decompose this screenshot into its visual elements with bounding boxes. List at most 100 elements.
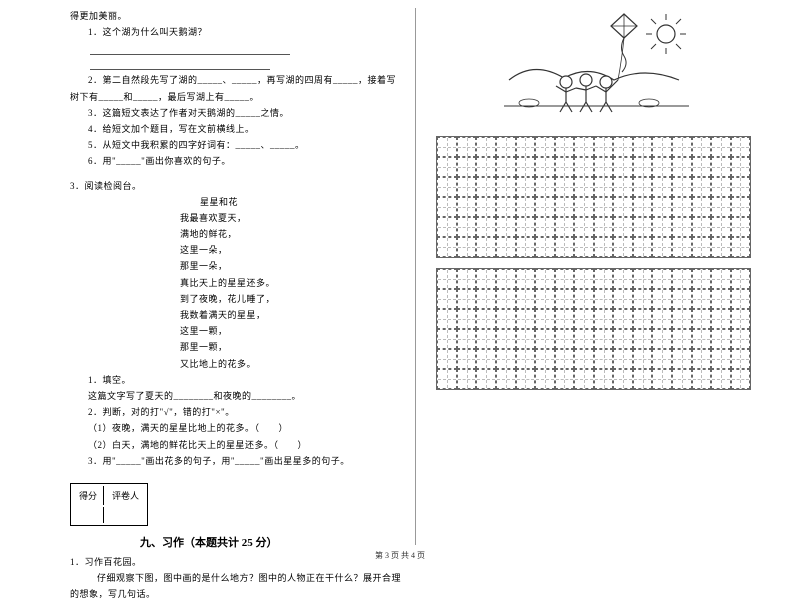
grid-cell [672,197,692,217]
grid-cell [692,289,712,309]
grid-cell [555,309,575,329]
grid-cell [652,157,672,177]
sub-q1-line3: （1）夜晚，满天的星星比地上的花多。（ ） [70,420,403,436]
grid-cell [672,157,692,177]
grid-cell [516,349,536,369]
grid-cell [594,157,614,177]
grid-cell [574,137,594,157]
grid-cell [594,269,614,289]
grid-cell [574,197,594,217]
grid-cell [555,157,575,177]
grid-cell [437,369,457,389]
grid-cell [496,329,516,349]
grid-cell [711,157,731,177]
grid-cell [555,177,575,197]
section-9-title: 九、习作（本题共计 25 分） [140,534,403,550]
grid-cell [672,289,692,309]
grid-cell [457,137,477,157]
question-4: 4．给短文加个题目，写在文前横线上。 [70,121,403,137]
grid-cell [731,369,751,389]
grid-cell [672,237,692,257]
grid-cell [437,157,457,177]
grid-cell [496,177,516,197]
grid-cell [516,197,536,217]
grid-cell [476,369,496,389]
grid-cell [613,177,633,197]
grid-cell [476,309,496,329]
grid-cell [555,329,575,349]
grid-cell [594,369,614,389]
grid-cell [574,309,594,329]
grid-cell [613,217,633,237]
grid-cell [652,177,672,197]
grid-cell [437,329,457,349]
answer-line-2 [90,57,270,70]
grid-cell [613,269,633,289]
grid-cell [496,197,516,217]
grid-cell [574,289,594,309]
grid-cell [711,137,731,157]
grid-cell [535,157,555,177]
grid-cell [516,157,536,177]
grid-cell [652,329,672,349]
grid-cell [633,177,653,197]
intro-text: 得更加美丽。 [70,8,403,24]
grid-cell [476,197,496,217]
grid-cell [555,197,575,217]
grid-cell [594,237,614,257]
grid-cell [731,197,751,217]
grid-cell [633,329,653,349]
grid-cell [652,137,672,157]
grid-cell [652,289,672,309]
sub-q1-line5: 3．用"_____"画出花多的句子，用"_____"画出星星多的句子。 [70,453,403,469]
grid-cell [574,217,594,237]
grid-cell [476,177,496,197]
grid-cell [672,309,692,329]
grid-cell [457,237,477,257]
grid-cell [535,349,555,369]
question-3: 3．这篇短文表达了作者对天鹅湖的_____之情。 [70,105,403,121]
grid-cell [692,177,712,197]
grid-cell [555,369,575,389]
grid-cell [476,157,496,177]
grid-cell [496,157,516,177]
grid-cell [692,309,712,329]
grid-cell [692,237,712,257]
grid-cell [516,369,536,389]
grid-cell [633,269,653,289]
grid-cell [535,269,555,289]
grid-cell [613,157,633,177]
grid-cell [692,137,712,157]
grid-cell [516,137,536,157]
grid-cell [437,289,457,309]
grid-cell [731,329,751,349]
grid-cell [711,309,731,329]
grid-cell [457,217,477,237]
grid-cell [555,237,575,257]
poem-line: 这里一朵， [180,242,403,258]
grid-cell [476,329,496,349]
poem-line: 满地的鲜花， [180,226,403,242]
question-2: 2．第二自然段先写了湖的_____、_____，再写湖的四周有_____，接着写… [70,72,403,104]
poem-line: 那里一朵， [180,258,403,274]
grid-cell [672,349,692,369]
grid-cell [516,289,536,309]
grid-cell [535,289,555,309]
grid-cell [516,217,536,237]
writing-prompt: 仔细观察下图，图中画的是什么地方？图中的人物正在干什么？展开合理 的想象，写几句… [70,570,403,602]
grid-cell [437,217,457,237]
grid-cell [731,157,751,177]
grid-cell [574,369,594,389]
sub-q1-line4: （2）白天，满地的鲜花比天上的星星还多。（ ） [70,437,403,453]
right-column [416,8,761,545]
grid-cell [731,269,751,289]
left-column: 得更加美丽。 1．这个湖为什么叫天鹅湖？ 2．第二自然段先写了湖的_____、_… [70,8,416,545]
grid-cell [457,269,477,289]
grid-cell [496,289,516,309]
grid-cell [692,197,712,217]
grid-cell [731,309,751,329]
grid-cell [555,137,575,157]
grid-cell [711,177,731,197]
score-label: 得分 [73,486,104,505]
grid-cell [496,237,516,257]
